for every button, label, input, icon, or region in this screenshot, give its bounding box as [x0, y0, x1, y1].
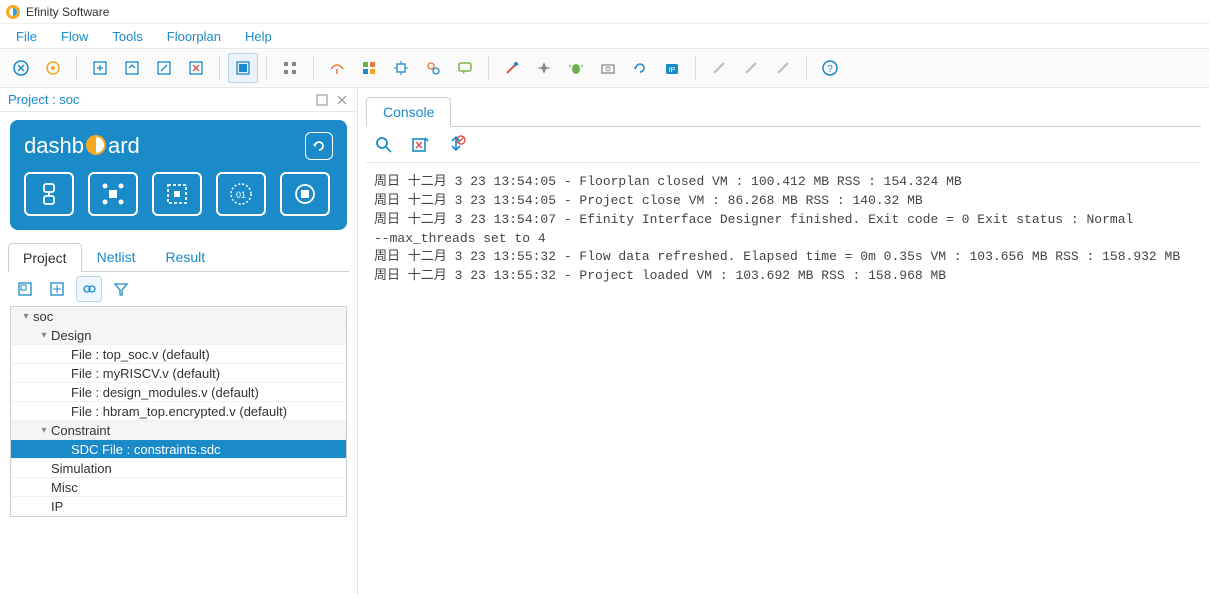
gears-icon[interactable]: [418, 53, 448, 83]
pen1-icon[interactable]: [704, 53, 734, 83]
dashboard-title: dashbard: [24, 133, 140, 159]
tree-file[interactable]: File : hbram_top.encrypted.v (default): [11, 402, 346, 421]
project-label: Project : soc: [8, 92, 80, 107]
tree-misc[interactable]: Misc: [11, 478, 346, 497]
console-output[interactable]: 周日 十二月 3 23 13:54:05 - Floorplan closed …: [366, 163, 1201, 594]
console-tabs: Console: [366, 96, 1201, 127]
dash-program-button[interactable]: [280, 172, 330, 216]
svg-text:IP: IP: [669, 67, 676, 74]
project-header: Project : soc: [0, 88, 357, 112]
dash-synthesize-button[interactable]: [24, 172, 74, 216]
edit-file-icon[interactable]: [149, 53, 179, 83]
search-icon[interactable]: [374, 135, 394, 155]
collapse-icon[interactable]: [12, 276, 38, 302]
right-pane: Console 周日 十二月 3 23 13:54:05 - Floorplan…: [358, 88, 1209, 594]
tree-file[interactable]: File : design_modules.v (default): [11, 383, 346, 402]
tree-simulation[interactable]: Simulation: [11, 459, 346, 478]
help-icon[interactable]: ?: [815, 53, 845, 83]
chip-icon[interactable]: [386, 53, 416, 83]
tab-result[interactable]: Result: [150, 242, 220, 271]
brush-icon[interactable]: [497, 53, 527, 83]
app-logo-icon: [6, 5, 20, 19]
window-title: Efinity Software: [26, 5, 109, 19]
separator: [806, 56, 807, 80]
separator: [313, 56, 314, 80]
umbrella-icon[interactable]: [322, 53, 352, 83]
settings-icon[interactable]: [38, 53, 68, 83]
clear-console-icon[interactable]: [410, 135, 430, 155]
tree-constraint[interactable]: ▾Constraint: [11, 421, 346, 440]
separator: [488, 56, 489, 80]
dashboard-toggle-icon[interactable]: [228, 53, 258, 83]
left-pane: Project : soc dashbard 01 Proje: [0, 88, 358, 594]
bug-icon[interactable]: [561, 53, 591, 83]
pen3-icon[interactable]: [768, 53, 798, 83]
tree-file[interactable]: File : top_soc.v (default): [11, 345, 346, 364]
refresh-dashboard-icon[interactable]: [305, 132, 333, 160]
project-tree[interactable]: ▾soc ▾Design File : top_soc.v (default) …: [10, 306, 347, 517]
ip-block-icon[interactable]: IP: [657, 53, 687, 83]
open-file-icon[interactable]: [117, 53, 147, 83]
menu-file[interactable]: File: [6, 27, 47, 46]
camera-icon[interactable]: [593, 53, 623, 83]
separator: [219, 56, 220, 80]
svg-text:01: 01: [236, 190, 246, 200]
left-tabs: Project Netlist Result: [8, 242, 349, 272]
svg-text:?: ?: [827, 64, 833, 75]
undock-icon[interactable]: [315, 93, 329, 107]
link-icon[interactable]: [76, 276, 102, 302]
tree-design[interactable]: ▾Design: [11, 326, 346, 345]
delete-file-icon[interactable]: [181, 53, 211, 83]
new-file-icon[interactable]: [85, 53, 115, 83]
titlebar: Efinity Software: [0, 0, 1209, 24]
tree-file[interactable]: File : myRISCV.v (default): [11, 364, 346, 383]
menu-help[interactable]: Help: [235, 27, 282, 46]
tab-console[interactable]: Console: [366, 97, 451, 127]
dash-bitstream-button[interactable]: 01: [216, 172, 266, 216]
filter-icon[interactable]: [108, 276, 134, 302]
separator: [76, 56, 77, 80]
tab-netlist[interactable]: Netlist: [82, 242, 151, 271]
separator: [695, 56, 696, 80]
grid-icon[interactable]: [354, 53, 384, 83]
expand-icon[interactable]: [44, 276, 70, 302]
tab-project[interactable]: Project: [8, 243, 82, 272]
spark-icon[interactable]: [529, 53, 559, 83]
project-sub-toolbar: [0, 272, 357, 306]
menu-flow[interactable]: Flow: [51, 27, 98, 46]
tree-root[interactable]: ▾soc: [11, 307, 346, 326]
scroll-lock-icon[interactable]: [446, 135, 466, 155]
dash-route-button[interactable]: [152, 172, 202, 216]
tree-ip[interactable]: IP: [11, 497, 346, 516]
close-project-icon[interactable]: [6, 53, 36, 83]
speech-icon[interactable]: [450, 53, 480, 83]
tree-sdc-file[interactable]: SDC File : constraints.sdc: [11, 440, 346, 459]
menu-floorplan[interactable]: Floorplan: [157, 27, 231, 46]
sync-icon[interactable]: [625, 53, 655, 83]
main-toolbar: IP ?: [0, 48, 1209, 88]
layout-icon[interactable]: [275, 53, 305, 83]
pen2-icon[interactable]: [736, 53, 766, 83]
dash-place-button[interactable]: [88, 172, 138, 216]
menubar: File Flow Tools Floorplan Help: [0, 24, 1209, 48]
dashboard-card: dashbard 01: [10, 120, 347, 230]
console-toolbar: [366, 127, 1201, 163]
separator: [266, 56, 267, 80]
menu-tools[interactable]: Tools: [102, 27, 152, 46]
close-pane-icon[interactable]: [335, 93, 349, 107]
